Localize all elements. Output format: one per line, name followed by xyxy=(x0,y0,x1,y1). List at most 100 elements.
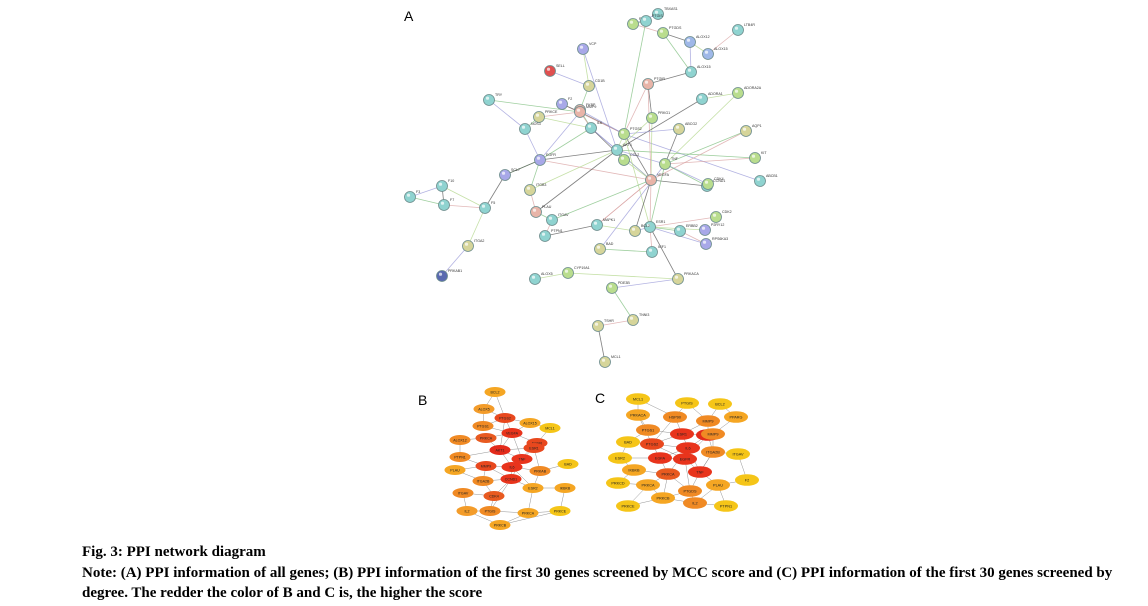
network-a-edge xyxy=(649,216,717,228)
network-a-node-label: PTPN1 xyxy=(551,229,563,233)
network-a-node-label: AQP1 xyxy=(752,124,762,128)
network-a-edge xyxy=(599,248,653,253)
network-a-node: ITGB3 xyxy=(524,183,546,196)
network-b-node: ITGAV xyxy=(452,488,474,498)
network-b-diagram: BCL2 ALOX5 PTGS2 ALOX15 PTGS1 MCL1 ALOX12 PRKCA… xyxy=(444,387,579,530)
network-a-edge xyxy=(664,163,708,187)
network-b-node: PTGS1 xyxy=(472,421,494,431)
network-b-node-label: IL2 xyxy=(465,509,470,513)
network-a-node-label: NOS3 xyxy=(531,122,541,126)
network-a-node: NOS3 xyxy=(519,122,541,135)
network-a-node-label: ALOX15 xyxy=(714,47,728,51)
network-a-node-label: IGF1 xyxy=(658,245,666,249)
network-a-node: AQP1 xyxy=(740,124,762,137)
network-a-node: F5 xyxy=(479,201,495,214)
network-b-node: IL2 xyxy=(456,506,478,516)
network-c-node: IL6 xyxy=(676,442,700,454)
network-a-node-label: ALOX12 xyxy=(696,35,710,39)
network-a-node-label: PRKAB1 xyxy=(448,269,462,273)
network-b-node-label: ESR1 xyxy=(529,446,538,450)
network-a-diagram: TBXAS1PTGS1PTGISPTGDSALOX12ALOX15LTB4RAL… xyxy=(404,7,778,368)
network-a-node-label: MMP9 xyxy=(586,105,596,109)
network-a-node-label: LTB4R xyxy=(744,23,755,27)
network-c-node-label: PRKCA xyxy=(641,483,655,487)
network-b-node: PTPN1 xyxy=(449,452,471,462)
network-b-node-label: PRKCB xyxy=(494,523,507,527)
network-b-node-label: ESR2 xyxy=(528,486,537,490)
network-a-node: F7 xyxy=(438,198,454,211)
network-a-node-label: PRKACA xyxy=(684,272,699,276)
network-b-node: IKBKB xyxy=(554,483,576,493)
network-b-node-label: VEGFA xyxy=(506,431,519,435)
network-a-node: SELL xyxy=(544,64,565,77)
network-a-node-label: PRKCE xyxy=(545,110,558,114)
network-a-edge xyxy=(549,70,590,87)
network-c-node: PTPN1 xyxy=(714,500,738,512)
network-c-node-label: MCL1 xyxy=(633,397,643,401)
network-a-node: PRKACA xyxy=(672,272,699,285)
network-a-edge xyxy=(488,99,581,113)
network-a-node: BAD xyxy=(594,242,614,255)
network-a-node-label: PDE3B xyxy=(618,281,630,285)
network-a-node-label: SELL xyxy=(556,64,565,68)
network-a-edge xyxy=(623,133,651,228)
network-b-node-label: ITGAV xyxy=(458,491,469,495)
network-a-edge xyxy=(539,127,592,161)
network-a-edge xyxy=(551,179,652,221)
network-b-node: BCL2 xyxy=(484,387,506,397)
network-c-node-label: ESR1 xyxy=(677,432,687,436)
network-a-edge xyxy=(443,204,486,209)
network-a-node: PRKCE xyxy=(533,110,558,123)
network-a-node: CYP19A1 xyxy=(562,266,590,279)
network-c-node-label: IL2 xyxy=(692,501,697,505)
network-b-edge xyxy=(499,510,561,526)
network-a-node: F10 xyxy=(436,179,454,192)
network-b-node: VEGFA xyxy=(501,428,523,438)
network-c-node: BAD xyxy=(616,436,640,448)
network-a-node-label: ALOX5 xyxy=(541,272,553,276)
figure-note: Note: (A) PPI information of all genes; … xyxy=(82,565,1113,601)
network-a-node-label: ERBB2 xyxy=(686,224,698,228)
network-a-node: ESR1 xyxy=(644,220,665,233)
network-a-node-label: CYP19A1 xyxy=(574,266,590,270)
network-a-node: CDK4 xyxy=(702,177,724,190)
network-a-node-label: F2 xyxy=(568,97,572,101)
network-a-node: RPS6KA3 xyxy=(700,237,728,250)
network-a-node-label: F7 xyxy=(450,198,454,202)
network-c-node-label: PTGIS xyxy=(681,401,693,405)
network-a-edge xyxy=(662,32,692,73)
network-c-node: PRKCA xyxy=(656,468,680,480)
network-a-edge xyxy=(579,109,625,135)
network-c-node: PTGS2 xyxy=(640,438,664,450)
network-b-node-label: AKT1 xyxy=(496,448,505,452)
network-c-node-label: ITGA2B xyxy=(706,450,720,454)
network-a-edge xyxy=(616,149,666,165)
network-a-node-label: ITGB3 xyxy=(536,183,546,187)
network-a-node: PDE3B xyxy=(606,281,630,294)
network-a-edge xyxy=(582,48,618,151)
network-c-node-label: ESR2 xyxy=(615,456,625,460)
network-a-node: TNF xyxy=(659,157,679,170)
network-c-node: BCL2 xyxy=(708,398,732,410)
network-a-node-label: FKBP xyxy=(586,103,596,107)
network-a-node: PTGIR xyxy=(642,77,665,90)
network-a-edge xyxy=(597,325,606,363)
network-c-node-label: MMP9 xyxy=(708,432,719,436)
panel-label-b: B xyxy=(418,392,428,408)
network-c-node-label: EGFR xyxy=(680,457,691,461)
network-b-node-label: PRKCA xyxy=(522,511,535,515)
network-b-node-label: CDK4 xyxy=(489,494,499,498)
network-b-node-label: PTGS2 xyxy=(499,416,511,420)
network-c-node: IKBKB xyxy=(622,464,646,476)
network-b-node: PRKCE xyxy=(549,506,571,516)
network-c-diagram: MCL1 PTGIS BCL2 PRKACA HSP90 MMP9 PPARG PTGS1 ES… xyxy=(606,393,759,512)
network-c-node-label: PRKCB xyxy=(656,496,670,500)
network-b-node: PRKAB xyxy=(529,466,551,476)
network-b-node: PTGIS xyxy=(479,506,501,516)
network-b-node: PRKCA xyxy=(517,508,539,518)
network-c-node: F2 xyxy=(735,474,759,486)
network-c-node-label: ITGAV xyxy=(732,452,744,456)
network-c-node-label: PRKCD xyxy=(611,481,625,485)
network-b-node-label: CCND1 xyxy=(505,477,517,481)
network-a-node: MAPK1 xyxy=(591,218,615,231)
